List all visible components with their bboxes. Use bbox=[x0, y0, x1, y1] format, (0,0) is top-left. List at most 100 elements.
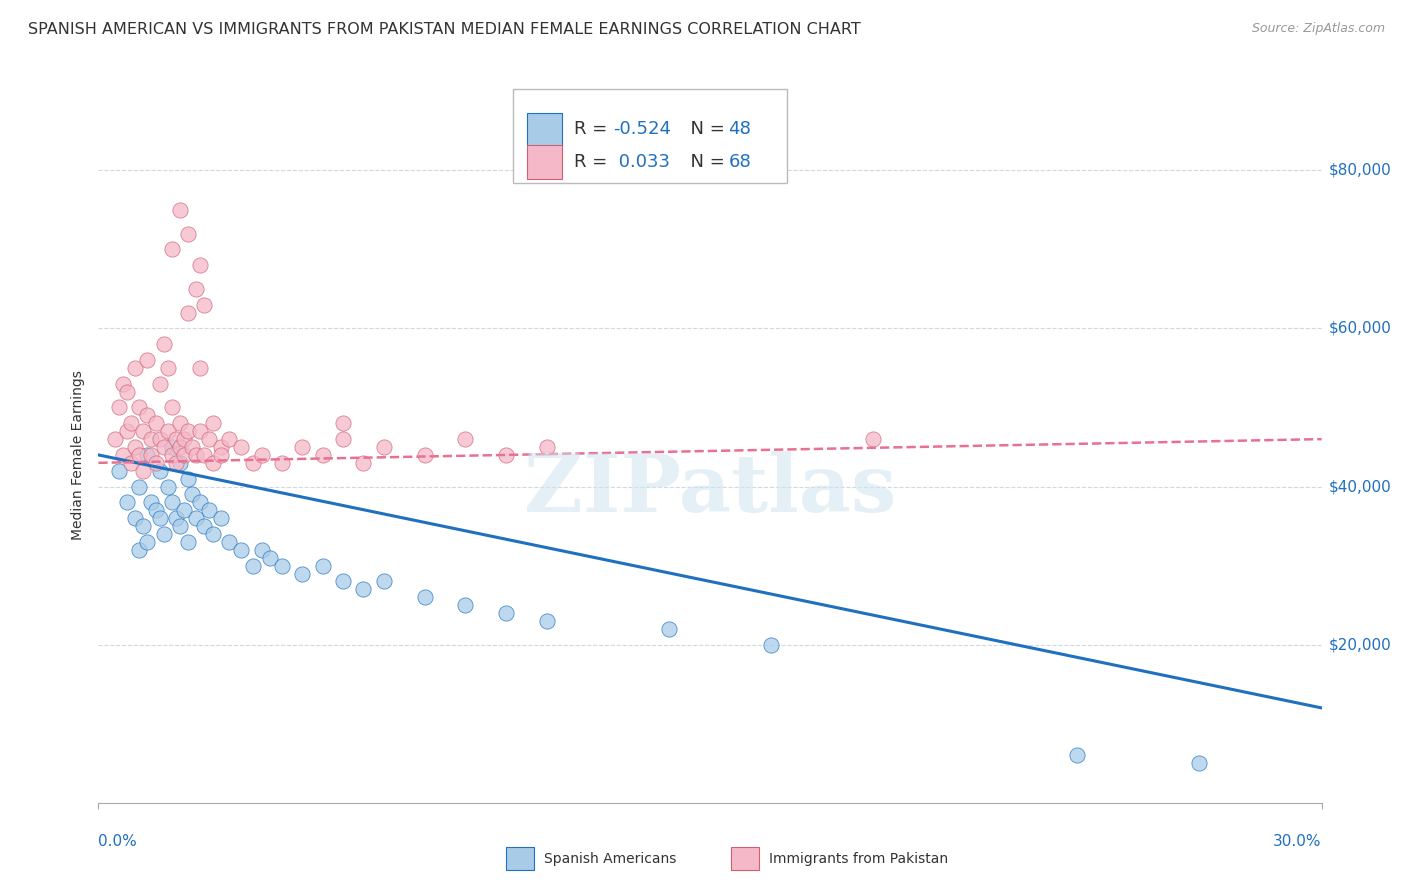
Point bbox=[1066, 748, 1088, 763]
Point bbox=[373, 440, 395, 454]
Point bbox=[132, 424, 155, 438]
Point bbox=[181, 440, 204, 454]
Point bbox=[115, 495, 138, 509]
Point bbox=[108, 401, 131, 415]
Point bbox=[270, 558, 294, 573]
Point bbox=[231, 542, 253, 557]
Point bbox=[160, 243, 183, 257]
Text: N =: N = bbox=[679, 120, 731, 138]
Point bbox=[242, 456, 264, 470]
Point bbox=[104, 432, 127, 446]
Point bbox=[352, 582, 374, 597]
Point bbox=[165, 511, 187, 525]
Point bbox=[291, 566, 314, 581]
Point bbox=[188, 495, 212, 509]
Point bbox=[169, 417, 191, 431]
Point bbox=[413, 448, 436, 462]
Point bbox=[156, 361, 179, 376]
Text: 0.0%: 0.0% bbox=[98, 834, 138, 849]
Point bbox=[250, 448, 273, 462]
Point bbox=[111, 448, 134, 462]
Text: ZIPatlas: ZIPatlas bbox=[524, 450, 896, 529]
Text: -0.524: -0.524 bbox=[613, 120, 671, 138]
Point bbox=[149, 464, 172, 478]
Point bbox=[186, 282, 208, 296]
Point bbox=[165, 456, 187, 470]
Point bbox=[169, 519, 191, 533]
Point bbox=[149, 432, 172, 446]
Point bbox=[209, 440, 232, 454]
Point bbox=[136, 535, 159, 549]
Point bbox=[761, 638, 783, 652]
Point bbox=[197, 503, 219, 517]
Point bbox=[149, 511, 172, 525]
Point bbox=[169, 440, 191, 454]
Point bbox=[141, 495, 163, 509]
Text: $60,000: $60,000 bbox=[1329, 321, 1392, 336]
Point bbox=[145, 456, 167, 470]
Point bbox=[145, 503, 167, 517]
Point bbox=[169, 202, 191, 217]
Point bbox=[120, 417, 142, 431]
Point bbox=[141, 432, 163, 446]
Point bbox=[124, 440, 146, 454]
Point bbox=[128, 542, 150, 557]
Point bbox=[177, 305, 200, 319]
Text: $80,000: $80,000 bbox=[1329, 163, 1392, 178]
Point bbox=[312, 448, 335, 462]
Point bbox=[201, 456, 224, 470]
Point bbox=[242, 558, 264, 573]
Point bbox=[160, 440, 183, 454]
Text: 30.0%: 30.0% bbox=[1274, 834, 1322, 849]
Text: R =: R = bbox=[574, 120, 613, 138]
Point bbox=[413, 591, 436, 605]
Point bbox=[136, 448, 159, 462]
Text: Spanish Americans: Spanish Americans bbox=[544, 852, 676, 866]
Point bbox=[141, 448, 163, 462]
Point bbox=[186, 448, 208, 462]
Point bbox=[160, 448, 183, 462]
Point bbox=[177, 227, 200, 241]
Point bbox=[149, 376, 172, 391]
Text: R =: R = bbox=[574, 153, 613, 171]
Point bbox=[1188, 756, 1211, 771]
Point bbox=[250, 542, 273, 557]
Point bbox=[193, 448, 215, 462]
Point bbox=[218, 535, 240, 549]
Point bbox=[193, 298, 215, 312]
Point bbox=[186, 511, 208, 525]
Point bbox=[454, 432, 477, 446]
Point bbox=[270, 456, 294, 470]
Point bbox=[658, 622, 681, 636]
Point bbox=[160, 401, 183, 415]
Point bbox=[124, 511, 146, 525]
Point bbox=[120, 456, 142, 470]
Point bbox=[373, 574, 395, 589]
Point bbox=[156, 424, 179, 438]
Point bbox=[169, 456, 191, 470]
Point bbox=[108, 464, 131, 478]
Text: 0.033: 0.033 bbox=[613, 153, 671, 171]
Point bbox=[177, 424, 200, 438]
Point bbox=[495, 606, 517, 620]
Point bbox=[181, 487, 204, 501]
Point bbox=[115, 384, 138, 399]
Point bbox=[173, 448, 195, 462]
Point bbox=[209, 448, 232, 462]
Text: N =: N = bbox=[679, 153, 731, 171]
Text: Source: ZipAtlas.com: Source: ZipAtlas.com bbox=[1251, 22, 1385, 36]
Point bbox=[115, 424, 138, 438]
Point bbox=[128, 479, 150, 493]
Point bbox=[201, 527, 224, 541]
Point bbox=[136, 409, 159, 423]
Point bbox=[152, 440, 174, 454]
Point bbox=[152, 527, 174, 541]
Point bbox=[173, 503, 195, 517]
Point bbox=[536, 440, 558, 454]
Point bbox=[312, 558, 335, 573]
Point bbox=[332, 417, 354, 431]
Point bbox=[193, 519, 215, 533]
Point bbox=[156, 479, 179, 493]
Point bbox=[352, 456, 374, 470]
Point bbox=[165, 432, 187, 446]
